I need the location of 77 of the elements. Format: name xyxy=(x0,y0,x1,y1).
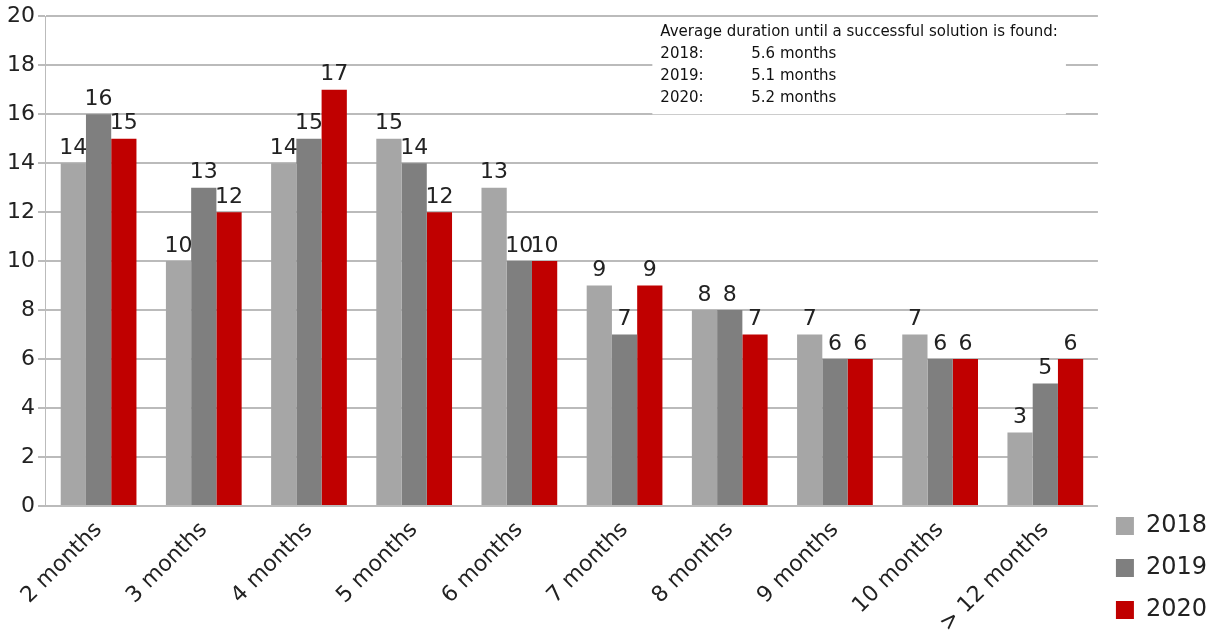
data-label: 12 xyxy=(215,182,244,208)
data-label: 9 xyxy=(642,256,657,282)
bar xyxy=(60,163,86,506)
bar xyxy=(717,310,743,506)
bar xyxy=(822,359,848,506)
y-tick-label: 8 xyxy=(20,295,35,321)
bar xyxy=(271,163,297,506)
data-label: 7 xyxy=(617,305,632,331)
data-label: 15 xyxy=(294,109,323,135)
data-label: 5 xyxy=(1038,354,1053,380)
data-label: 7 xyxy=(907,305,922,331)
data-label: 7 xyxy=(747,305,762,331)
annotation: 2019: 5.1 months xyxy=(660,65,837,84)
bar xyxy=(85,114,112,506)
data-label: 6 xyxy=(933,329,948,355)
data-label: 14 xyxy=(269,133,298,159)
bar xyxy=(426,212,453,506)
y-tick-label: 12 xyxy=(6,197,35,223)
bar xyxy=(637,285,663,506)
legend-label: 2018 xyxy=(1145,510,1207,539)
bar xyxy=(376,138,402,506)
bar xyxy=(691,310,718,506)
data-label: 6 xyxy=(853,329,868,355)
annotation: 2018: 5.6 months xyxy=(660,43,837,62)
data-label: 15 xyxy=(374,109,403,135)
bar xyxy=(506,261,532,506)
y-tick-label: 20 xyxy=(6,1,35,27)
bar xyxy=(586,285,612,506)
data-label: 10 xyxy=(505,231,534,257)
y-tick-label: 14 xyxy=(6,148,35,174)
bar xyxy=(296,138,322,506)
data-label: 14 xyxy=(400,133,429,159)
bar xyxy=(1007,432,1033,506)
data-label: 7 xyxy=(802,305,817,331)
bar xyxy=(742,334,768,506)
data-label: 8 xyxy=(697,280,712,306)
bar xyxy=(847,359,873,506)
bar xyxy=(216,212,242,506)
bar xyxy=(165,261,192,506)
data-label: 14 xyxy=(59,133,88,159)
data-label: 8 xyxy=(722,280,737,306)
data-label: 17 xyxy=(320,60,349,86)
bar xyxy=(531,261,558,506)
y-tick-label: 18 xyxy=(6,50,35,76)
bar xyxy=(902,334,928,506)
data-label: 13 xyxy=(480,158,509,184)
bar xyxy=(611,334,638,506)
bar xyxy=(111,138,137,506)
bar xyxy=(797,334,823,506)
bar xyxy=(1057,359,1084,506)
bar xyxy=(191,187,217,506)
y-tick-label: 6 xyxy=(20,344,35,370)
legend-label: 2020 xyxy=(1145,594,1207,623)
legend-label: 2019 xyxy=(1145,552,1207,581)
y-tick-label: 2 xyxy=(20,442,35,468)
data-label: 6 xyxy=(958,329,973,355)
data-label: 10 xyxy=(164,231,193,257)
data-label: 15 xyxy=(109,109,138,135)
bar xyxy=(321,89,347,506)
data-label: 3 xyxy=(1013,403,1028,429)
y-tick-label: 4 xyxy=(20,393,35,419)
y-tick-label: 16 xyxy=(6,99,35,125)
annotation: 2020: 5.2 months xyxy=(660,87,837,106)
data-label: 9 xyxy=(592,256,607,282)
annotation: Average duration until a successful solution is found: xyxy=(660,21,1058,40)
y-tick-label: 0 xyxy=(20,491,35,517)
data-label: 6 xyxy=(1063,329,1078,355)
bar xyxy=(401,163,427,506)
data-label: 12 xyxy=(425,182,454,208)
bar xyxy=(952,359,978,506)
data-label: 13 xyxy=(189,158,218,184)
bar xyxy=(1032,383,1058,506)
data-label: 6 xyxy=(827,329,842,355)
bar xyxy=(481,187,507,506)
bar xyxy=(927,359,953,506)
y-tick-label: 10 xyxy=(6,246,35,272)
data-label: 16 xyxy=(84,84,113,110)
